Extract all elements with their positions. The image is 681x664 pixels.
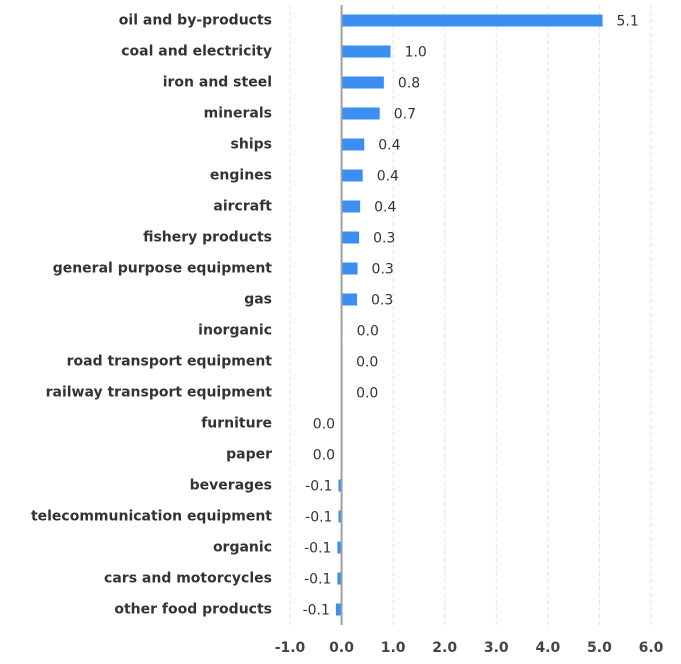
value-label: 0.4: [377, 169, 399, 185]
x-tick-label: 3.0: [484, 640, 509, 656]
bar: [341, 169, 363, 182]
bar: [341, 231, 360, 244]
value-label: 0.0: [357, 324, 379, 340]
bar: [338, 479, 342, 492]
value-label: 0.8: [398, 76, 420, 92]
value-label: 0.4: [374, 200, 396, 216]
x-tick-label: 5.0: [587, 640, 612, 656]
bar: [341, 138, 365, 151]
x-tick-label: 2.0: [432, 640, 457, 656]
value-label: 0.3: [371, 293, 393, 309]
category-label: paper: [226, 447, 272, 463]
value-label: 0.7: [394, 107, 416, 123]
bar: [341, 14, 603, 27]
category-label: inorganic: [198, 323, 272, 339]
category-label: telecommunication equipment: [31, 509, 272, 525]
bar: [341, 76, 384, 89]
category-label: ships: [231, 137, 272, 153]
bar: [341, 293, 358, 306]
x-tick-label: 4.0: [535, 640, 560, 656]
value-label: 0.3: [373, 231, 395, 247]
value-label: 0.0: [356, 355, 378, 371]
bar: [341, 200, 361, 213]
category-label: road transport equipment: [67, 354, 273, 370]
category-label: furniture: [201, 416, 272, 432]
value-label: -0.1: [303, 603, 330, 619]
value-label: -0.1: [304, 541, 331, 557]
value-label: 0.3: [372, 262, 394, 278]
bar: [341, 262, 358, 275]
value-label: 0.0: [313, 417, 335, 433]
value-label: -0.1: [305, 479, 332, 495]
x-tick-label: -1.0: [275, 640, 306, 656]
category-label: fishery products: [143, 230, 272, 246]
bar: [337, 572, 342, 585]
category-label: aircraft: [213, 199, 272, 215]
category-label: gas: [244, 292, 272, 308]
bar: [338, 510, 342, 523]
bar: [341, 45, 391, 58]
category-label: iron and steel: [163, 75, 272, 91]
value-label: 5.1: [617, 14, 639, 30]
value-label: -0.1: [304, 572, 331, 588]
value-label: 1.0: [405, 45, 427, 61]
x-tick-label: 0.0: [329, 640, 354, 656]
category-label: railway transport equipment: [46, 385, 273, 401]
category-label: cars and motorcycles: [104, 571, 272, 587]
bar: [337, 541, 342, 554]
category-label: organic: [213, 540, 272, 556]
category-label: coal and electricity: [121, 44, 272, 60]
category-label: beverages: [190, 478, 272, 494]
category-label: other food products: [114, 602, 272, 618]
bar: [341, 107, 380, 120]
value-label: 0.0: [356, 386, 378, 402]
value-label: 0.4: [378, 138, 400, 154]
value-label: -0.1: [305, 510, 332, 526]
x-tick-label: 6.0: [639, 640, 664, 656]
category-label: minerals: [204, 106, 272, 122]
bar: [335, 603, 342, 616]
x-tick-label: 1.0: [381, 640, 406, 656]
category-label: engines: [210, 168, 272, 184]
category-label: oil and by-products: [119, 13, 272, 29]
category-label: general purpose equipment: [53, 261, 273, 277]
value-label: 0.0: [313, 448, 335, 464]
